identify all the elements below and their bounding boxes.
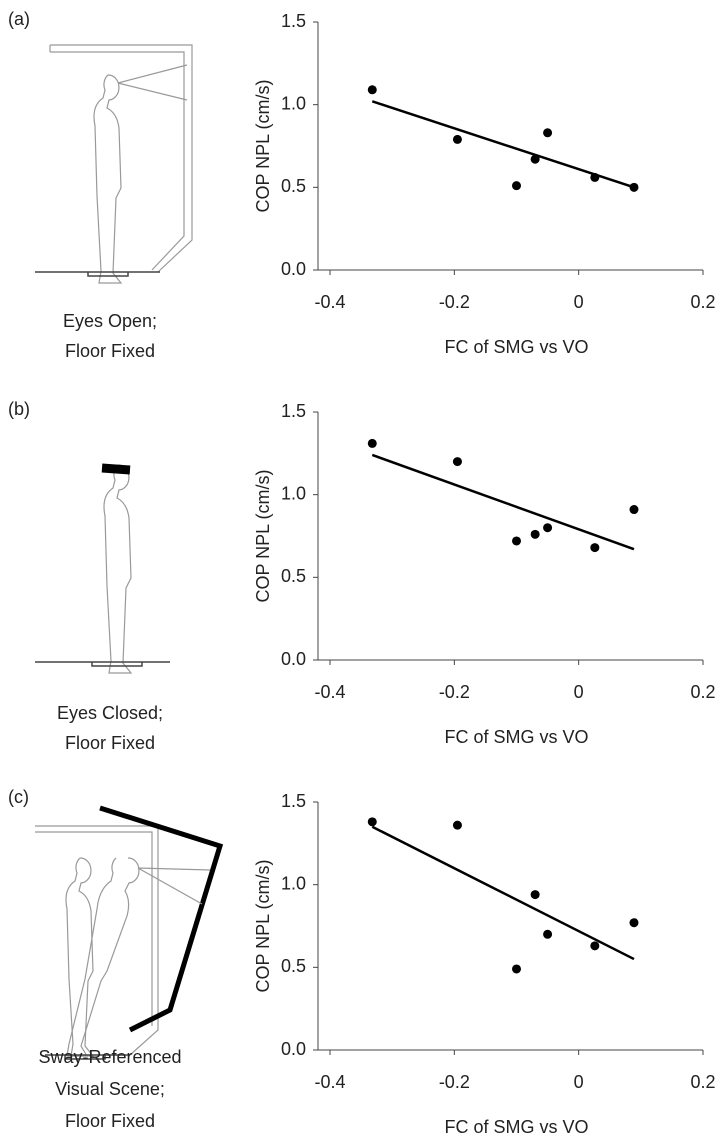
y-tick-label: 0.5 [281,956,306,976]
point [512,964,521,974]
x-tick-label: -0.4 [314,292,345,312]
x-tick-label: 0.2 [690,292,715,312]
point [367,817,377,827]
x-axis-label: FC of SMG vs VO [444,727,588,747]
caption: Floor Fixed [65,341,155,361]
trendline [371,825,635,961]
point [543,929,553,939]
y-axis-label: COP NPL (cm/s) [253,79,273,212]
y-tick-label: 0.5 [281,566,306,586]
panel-label: (a) [8,9,30,29]
point [530,529,540,539]
x-tick-label: -0.2 [439,682,470,702]
x-tick-label: 0 [574,682,584,702]
point [367,438,377,448]
y-tick-label: 0.0 [281,649,306,669]
caption: Eyes Closed; [57,703,163,723]
point [367,85,377,95]
illustration-c [35,805,224,1060]
illustration-a [35,44,193,284]
x-axis-label: FC of SMG vs VO [444,337,588,357]
caption: Visual Scene; [55,1079,165,1099]
point [590,543,600,553]
panel-label: (b) [8,399,30,419]
x-tick-label: 0 [574,292,584,312]
y-tick-label: 1.0 [281,873,306,893]
x-axis-label: FC of SMG vs VO [444,1117,588,1137]
y-tick-label: 1.5 [281,401,306,421]
y-tick-label: 0.0 [281,1039,306,1059]
x-tick-label: 0 [574,1072,584,1092]
x-tick-label: 0.2 [690,1072,715,1092]
trendline [371,100,635,189]
trendline [371,453,635,551]
point [629,918,639,928]
caption: Eyes Open; [63,311,157,331]
y-axis-label: COP NPL (cm/s) [253,859,273,992]
x-tick-label: -0.2 [439,292,470,312]
point [530,890,540,900]
point [629,505,639,515]
y-axis-label: COP NPL (cm/s) [253,469,273,602]
x-tick-label: -0.2 [439,1072,470,1092]
point [530,154,540,164]
x-tick-label: -0.4 [314,682,345,702]
y-tick-label: 1.0 [281,483,306,503]
caption: Floor Fixed [65,1111,155,1131]
y-tick-label: 1.0 [281,93,306,113]
y-tick-label: 1.5 [281,11,306,31]
point [452,820,462,830]
point [452,457,462,467]
y-tick-label: 1.5 [281,791,306,811]
point [512,536,521,546]
y-tick-label: 0.5 [281,176,306,196]
point [452,134,462,144]
point [543,523,553,533]
x-tick-label: 0.2 [690,682,715,702]
illustration-b [35,463,170,674]
y-tick-label: 0.0 [281,259,306,279]
caption: Floor Fixed [65,733,155,753]
panel-label: (c) [8,787,29,807]
x-tick-label: -0.4 [314,1072,345,1092]
point [512,181,521,191]
caption: Sway-Referenced [38,1047,181,1067]
point [543,128,553,138]
point [590,941,600,951]
